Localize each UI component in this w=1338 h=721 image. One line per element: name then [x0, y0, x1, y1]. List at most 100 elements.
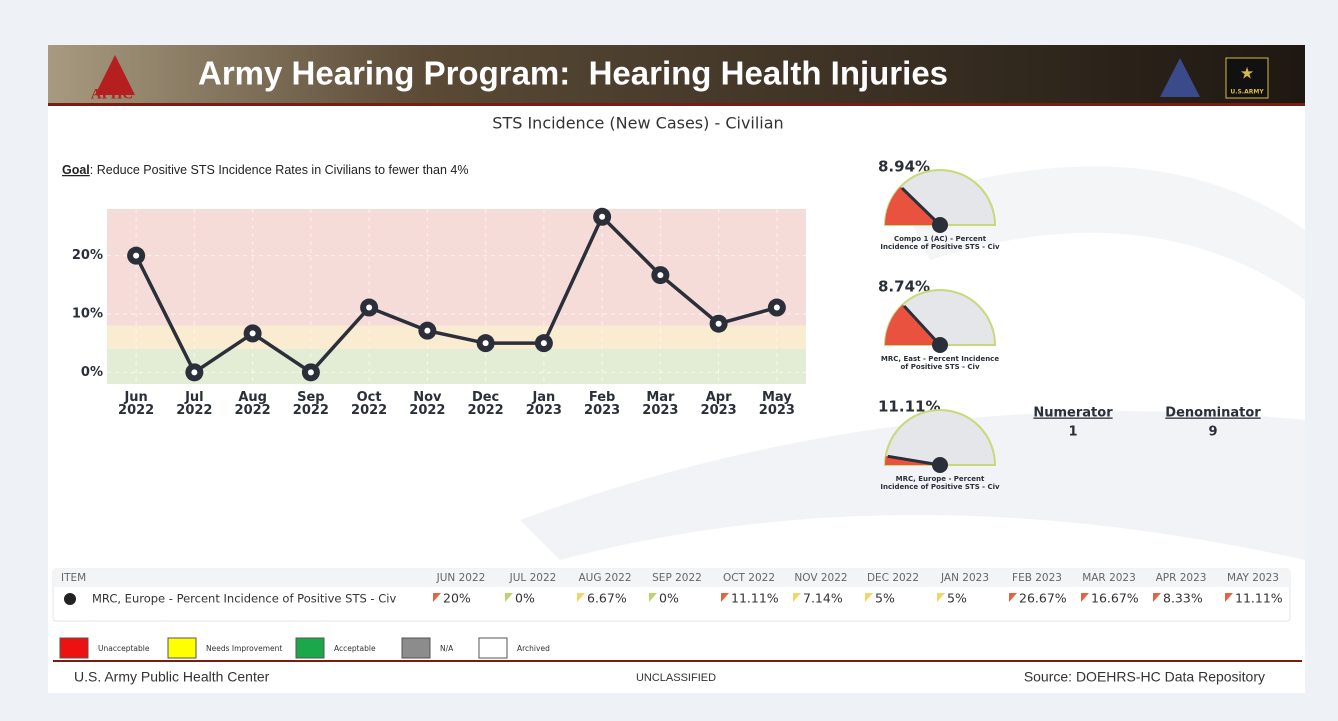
table-header: FEB 2023: [1012, 572, 1062, 584]
table-header: JAN 2023: [940, 572, 989, 584]
table-cell: 11.11%: [731, 591, 779, 606]
status-flag: [721, 593, 729, 602]
x-tick-label: Mar 2023: [642, 390, 679, 418]
x-tick-label: Sep 2022: [292, 390, 329, 418]
x-tick-label: Aug 2022: [234, 390, 271, 418]
point-center: [540, 340, 547, 347]
legend-label: Archived: [517, 644, 550, 653]
footer-left: U.S. Army Public Health Center: [74, 669, 270, 685]
table-cell: 26.67%: [1019, 591, 1067, 606]
army-badge: [1225, 57, 1269, 99]
status-flag: [1081, 593, 1089, 602]
denominator-label: Denominator: [1165, 406, 1261, 421]
status-flag: [1153, 593, 1161, 602]
status-flag: [1225, 593, 1233, 602]
point-center: [307, 369, 314, 376]
gauge-track: [883, 409, 997, 466]
goal-label: Goal: [62, 163, 90, 177]
legend-swatch: [167, 637, 197, 659]
legend-label: Unacceptable: [98, 644, 150, 653]
gauge-hub: [932, 457, 948, 473]
table-cell: 20%: [443, 591, 471, 606]
gauge-fill: [885, 304, 940, 345]
legend-swatch: [295, 637, 325, 659]
status-flag: [865, 593, 873, 602]
numerator: 1: [1068, 425, 1077, 440]
point-center: [599, 213, 606, 220]
status-flag: [1009, 593, 1017, 602]
point-center: [715, 320, 722, 327]
point-center: [657, 272, 664, 279]
logo-text: APHC: [91, 86, 134, 102]
denominator: 9: [1208, 425, 1217, 440]
x-tick-label: Jun 2022: [118, 390, 155, 418]
table-cell: 0%: [515, 591, 535, 606]
table-header: MAY 2023: [1227, 572, 1279, 584]
x-tick-label: Jan 2023: [525, 390, 562, 418]
table-cell: 8.33%: [1163, 591, 1203, 606]
legend-label: N/A: [440, 644, 454, 653]
logo-shape: [95, 55, 135, 95]
legend-swatch: [401, 637, 431, 659]
point-center: [249, 330, 256, 337]
gauge-fill: [885, 186, 940, 225]
line: [134, 213, 778, 375]
x-tick-label: Dec 2022: [467, 390, 504, 418]
table-header: SEP 2022: [652, 572, 702, 584]
y-tick-label: 10%: [72, 307, 103, 322]
x-tick-label: Nov 2022: [409, 390, 446, 418]
gauge-needle: [887, 454, 941, 467]
legend-label: Acceptable: [334, 644, 376, 653]
status-flag: [937, 593, 945, 602]
legend-swatch: [59, 637, 89, 659]
table-header-bg: [53, 569, 1290, 587]
watermark: [900, 166, 1305, 300]
gauge-needle: [902, 304, 942, 347]
point-center: [191, 369, 198, 376]
table-header: NOV 2022: [794, 572, 847, 584]
x-tick-label: Feb 2023: [584, 390, 621, 418]
table-cell: 11.11%: [1235, 591, 1283, 606]
table-cell: 6.67%: [587, 591, 627, 606]
flag-icon: [1160, 58, 1200, 97]
status-flag: [649, 593, 657, 602]
table-cell: 16.67%: [1091, 591, 1139, 606]
header-title: Army Hearing Program: Hearing Health Inj…: [198, 55, 948, 92]
point-center: [133, 252, 140, 259]
table-header: JUL 2022: [509, 572, 557, 584]
table-cell: 7.14%: [803, 591, 843, 606]
gauge-label: Compo 1 (AC) - Percent Incidence of Posi…: [880, 235, 1000, 251]
status-flag: [505, 593, 513, 602]
gauge-hub: [932, 337, 948, 353]
legend-label: Needs Improvement: [206, 644, 282, 653]
legend-swatch: [478, 637, 508, 659]
chart-title: STS Incidence (New Cases) - Civilian: [492, 114, 783, 133]
table-header: JUN 2022: [436, 572, 486, 584]
table-header: MAR 2023: [1082, 572, 1136, 584]
x-tick-label: May 2023: [758, 390, 795, 418]
table-header: ITEM: [61, 572, 86, 584]
numerator-label: Numerator: [1033, 406, 1113, 421]
status-flag: [577, 593, 585, 602]
gauge-label: MRC, East - Percent Incidence of Positiv…: [880, 355, 1000, 371]
gauge-label: MRC, Europe - Percent Incidence of Posit…: [880, 475, 1000, 491]
y-tick-label: 20%: [72, 248, 103, 263]
header-bar: [48, 45, 1305, 105]
footer-right: Source: DOEHRS-HC Data Repository: [1024, 669, 1265, 685]
table-header: AUG 2022: [578, 572, 631, 584]
goal: Goal: Reduce Positive STS Incidence Rate…: [62, 163, 468, 177]
army-badge-text: U.S.ARMY: [1230, 89, 1264, 96]
point-center: [773, 304, 780, 311]
point-center: [482, 340, 489, 347]
row-dot: [64, 593, 76, 605]
status-flag: [433, 593, 441, 602]
y-tick-label: 0%: [81, 365, 103, 380]
x-tick-label: Apr 2023: [700, 390, 737, 418]
army-star: ★: [1240, 64, 1254, 83]
table-cell: MRC, Europe - Percent Incidence of Posit…: [92, 592, 396, 606]
x-tick-label: Jul 2022: [176, 390, 213, 418]
table-header: OCT 2022: [723, 572, 775, 584]
table-cell: 5%: [875, 591, 895, 606]
table-cell: 5%: [947, 591, 967, 606]
